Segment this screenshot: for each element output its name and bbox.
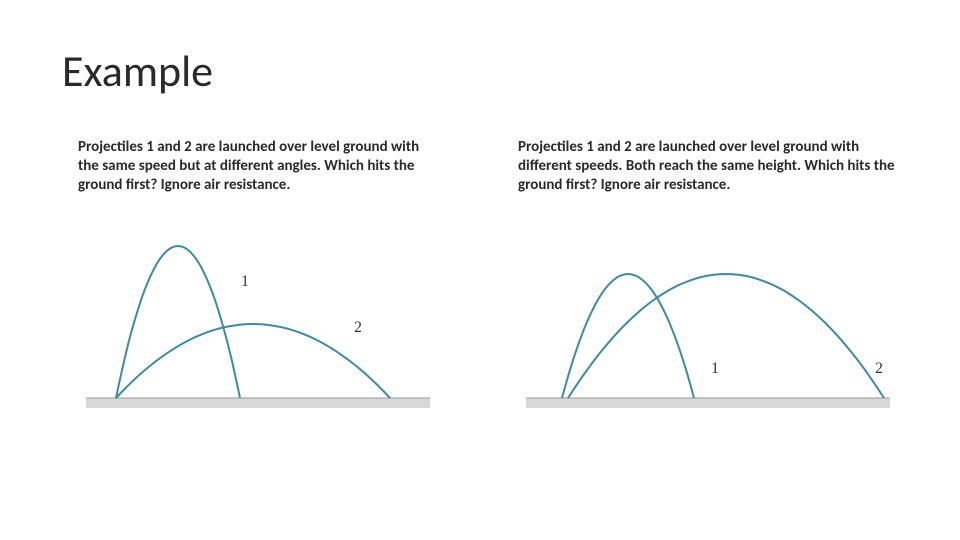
ground bbox=[526, 398, 890, 408]
slide: { "title": "Example", "colors": { "backg… bbox=[0, 0, 960, 540]
right-column: Projectiles 1 and 2 are launched over le… bbox=[518, 138, 898, 418]
trajectory-1 bbox=[562, 274, 694, 398]
left-column: Projectiles 1 and 2 are launched over le… bbox=[78, 138, 438, 418]
trajectory-label-2: 2 bbox=[354, 319, 362, 336]
right-diagram: 12 bbox=[518, 228, 898, 418]
left-diagram: 12 bbox=[78, 228, 438, 418]
trajectory-1 bbox=[116, 246, 240, 398]
right-prompt: Projectiles 1 and 2 are launched over le… bbox=[518, 138, 898, 194]
right-trajectory-svg: 12 bbox=[518, 228, 898, 418]
trajectory-label-1: 1 bbox=[711, 360, 719, 377]
trajectory-label-1: 1 bbox=[241, 273, 249, 290]
page-title: Example bbox=[62, 44, 213, 98]
columns: Projectiles 1 and 2 are launched over le… bbox=[78, 138, 898, 418]
trajectory-label-2: 2 bbox=[875, 360, 883, 377]
left-prompt: Projectiles 1 and 2 are launched over le… bbox=[78, 138, 438, 194]
trajectory-2 bbox=[568, 274, 884, 398]
ground bbox=[86, 398, 430, 408]
trajectory-2 bbox=[116, 324, 390, 398]
left-trajectory-svg: 12 bbox=[78, 228, 438, 418]
